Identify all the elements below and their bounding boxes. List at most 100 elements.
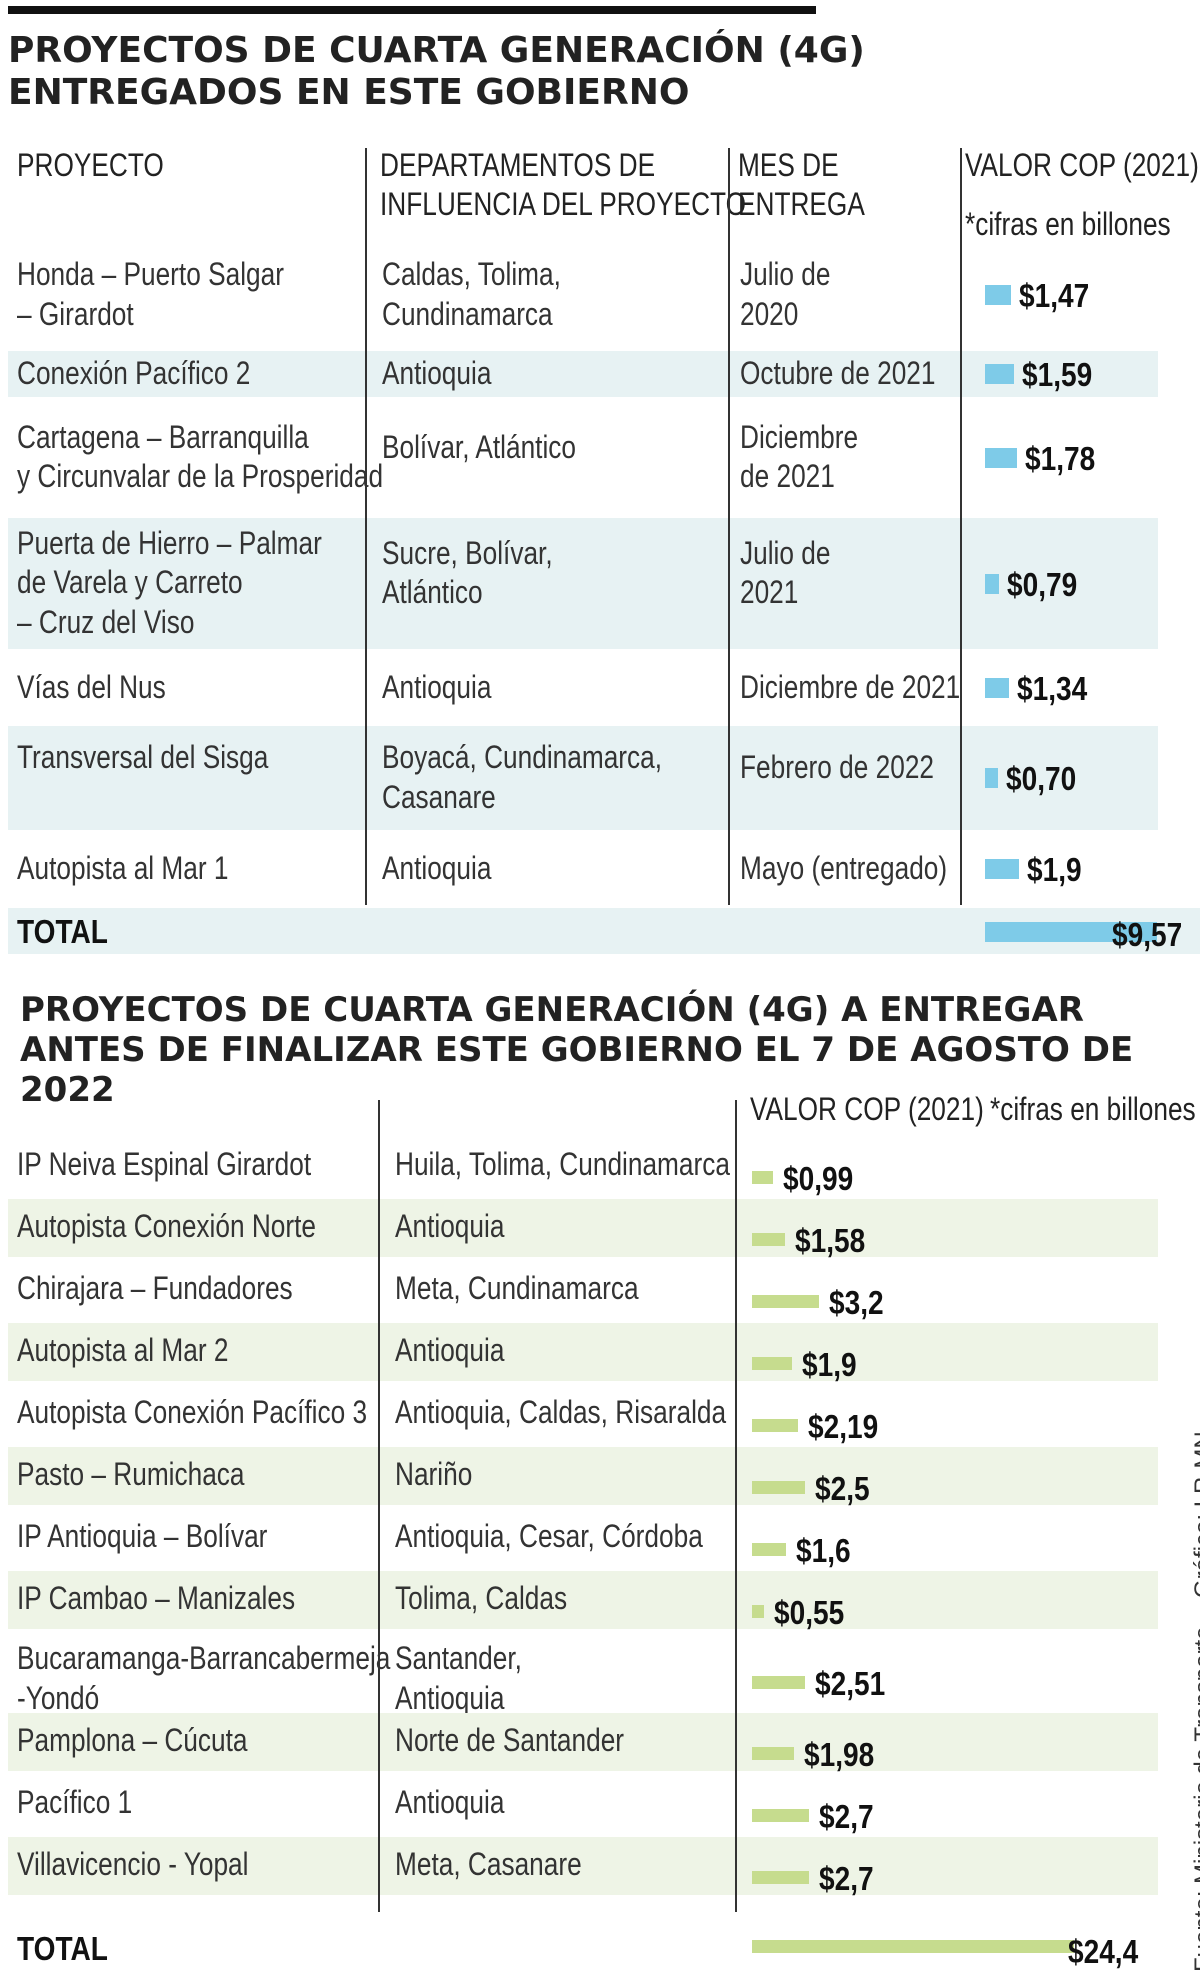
section2-bar: [752, 1419, 798, 1432]
header-project: PROYECTO: [17, 147, 164, 183]
section2-bar: [752, 1481, 805, 1494]
section2-project: Bucaramanga-Barrancabermeja -Yondó: [17, 1639, 390, 1718]
section1-project: Conexión Pacífico 2: [17, 354, 250, 394]
section1-month-line: Julio de: [740, 534, 831, 571]
section2-project-line: Pacífico 1: [17, 1784, 133, 1820]
section1-column-divider: [365, 148, 367, 905]
section1-month-line: Julio de: [740, 256, 831, 292]
section1-value-label: $1,78: [1025, 439, 1096, 477]
section1-departments-line: Antioquia: [382, 355, 492, 391]
section2-bar: [752, 1747, 794, 1760]
section2-departments: Antioquia, Cesar, Córdoba: [395, 1517, 703, 1557]
section1-project-line: Conexión Pacífico 2: [17, 355, 251, 391]
section2-value-label: $1,6: [795, 1532, 851, 1569]
section1-project: Puerta de Hierro – Palmar de Varela y Car…: [17, 524, 322, 643]
section2-departments: Meta, Cundinamarca: [395, 1269, 639, 1309]
section1-month: Mayo (entregado): [740, 849, 947, 889]
section2-departments: Antioquia: [395, 1331, 504, 1371]
section1-departments: Antioquia: [382, 668, 491, 708]
section2-project: Villavicencio - Yopal: [17, 1845, 248, 1885]
header-departments-line1: DEPARTAMENTOS DE: [380, 147, 656, 183]
section1-total-value: $9,57: [1112, 916, 1183, 953]
section1-departments: Caldas, Tolima, Cundinamarca: [382, 255, 561, 334]
section1-bar: [985, 447, 1018, 468]
section1-project-line: Vías del Nus: [17, 668, 166, 705]
section2-departments-line: Huila, Tolima, Cundinamarca: [395, 1146, 730, 1182]
section2-project-line: Autopista al Mar 2: [17, 1332, 229, 1368]
section2-project-line: Autopista Conexión Pacífico 3: [17, 1394, 368, 1430]
section1-value-label: $1,47: [1019, 277, 1090, 314]
section1-bar: [985, 285, 1012, 305]
section1-project: Transversal del Sisga: [17, 738, 268, 778]
section2-departments: Tolima, Caldas: [395, 1579, 567, 1619]
section1-month-line: Febrero de 2022: [740, 749, 935, 785]
section2-project-line: Pasto – Rumichaca: [17, 1456, 245, 1492]
section2-value-label: $2,5: [814, 1470, 870, 1507]
section1-project-line: – Cruz del Viso: [17, 603, 195, 640]
header-departments: DEPARTAMENTOS DE INFLUENCIA DEL PROYECTO: [380, 146, 746, 224]
section1-project: Autopista al Mar 1: [17, 849, 228, 889]
section1-departments: Antioquia: [382, 354, 491, 394]
section2-bar: [752, 1171, 773, 1184]
section2-bar: [752, 1233, 786, 1246]
section1-project: Honda – Puerto Salgar – Girardot: [17, 255, 284, 334]
section1-project-line: – Girardot: [17, 295, 134, 332]
section2-departments-line: Norte de Santander: [395, 1722, 625, 1758]
section2-row-band: [8, 1713, 1158, 1771]
section2-departments: Huila, Tolima, Cundinamarca: [395, 1145, 730, 1185]
section1-bar: [985, 573, 1000, 594]
section2-value-label: $2,51: [814, 1665, 885, 1702]
section2-row-band: [8, 1199, 1158, 1257]
section1-departments: Antioquia: [382, 849, 491, 889]
section2-title-line2: ANTES DE FINALIZAR ESTE GOBIERNO EL 7 DE…: [20, 1030, 1134, 1111]
section2-departments-line: Antioquia: [395, 1208, 505, 1244]
section2-value-label: $1,9: [801, 1346, 857, 1383]
section2-value-label: $0,55: [773, 1594, 844, 1631]
section1-project-line: Cartagena – Barranquilla: [17, 418, 309, 455]
section2-header-value: VALOR COP (2021): [750, 1091, 984, 1127]
section2-project: Autopista al Mar 2: [17, 1331, 228, 1371]
section1-departments-line: Bolívar, Atlántico: [382, 428, 576, 465]
section2-project: Pacífico 1: [17, 1783, 132, 1823]
section2-value-label: $0,99: [782, 1160, 853, 1197]
section2-departments-line: Antioquia: [395, 1679, 505, 1716]
section1-bar: [985, 364, 1014, 384]
section2-title: PROYECTOS DE CUARTA GENERACIÓN (4G) A EN…: [20, 990, 1170, 1110]
section2-bar: [752, 1295, 820, 1308]
top-rule: [8, 6, 816, 14]
section1-value-label: $1,59: [1021, 356, 1092, 393]
section2-departments-line: Nariño: [395, 1456, 473, 1492]
section2-project: IP Neiva Espinal Girardot: [17, 1145, 311, 1185]
section2-bar: [752, 1809, 809, 1822]
section2-value-label: $2,7: [818, 1798, 874, 1835]
section2-value-label: $1,58: [795, 1222, 866, 1259]
section1-column-divider: [728, 148, 730, 905]
section2-project: Pasto – Rumichaca: [17, 1455, 245, 1495]
section2-project: Autopista Conexión Pacífico 3: [17, 1393, 367, 1433]
section1-project: Vías del Nus: [17, 668, 166, 708]
section2-departments-line: Tolima, Caldas: [395, 1580, 568, 1616]
section1-month-line: Diciembre: [740, 418, 859, 455]
section2-project-line: IP Cambao – Manizales: [17, 1580, 296, 1616]
section2-column-divider: [735, 1100, 737, 1912]
section2-departments: Santander, Antioquia: [395, 1639, 522, 1718]
section1-value-label: $0,79: [1007, 565, 1078, 603]
section1-departments-line: Atlántico: [382, 574, 483, 611]
section2-departments: Nariño: [395, 1455, 472, 1495]
section2-project-line: IP Antioquia – Bolívar: [17, 1518, 268, 1554]
section2-project-line: Bucaramanga-Barrancabermeja: [17, 1640, 391, 1676]
section2-project-line: Pamplona – Cúcuta: [17, 1722, 248, 1758]
section2-project-line: Autopista Conexión Norte: [17, 1208, 317, 1244]
section1-month: Julio de 2021: [740, 534, 830, 613]
header-month-line2: ENTREGA: [738, 186, 865, 223]
section2-bar: [752, 1543, 786, 1556]
section1-row-band: [8, 351, 1158, 397]
section2-departments: Meta, Casanare: [395, 1845, 582, 1885]
section1-departments-line: Boyacá, Cundinamarca,: [382, 739, 663, 775]
section2-row-band: [8, 1571, 1158, 1629]
section1-month-line: de 2021: [740, 458, 835, 495]
section1-month: Febrero de 2022: [740, 748, 934, 788]
section1-departments-line: Antioquia: [382, 668, 492, 705]
section1-bar: [985, 677, 1010, 698]
section2-departments-line: Antioquia, Cesar, Córdoba: [395, 1518, 703, 1554]
